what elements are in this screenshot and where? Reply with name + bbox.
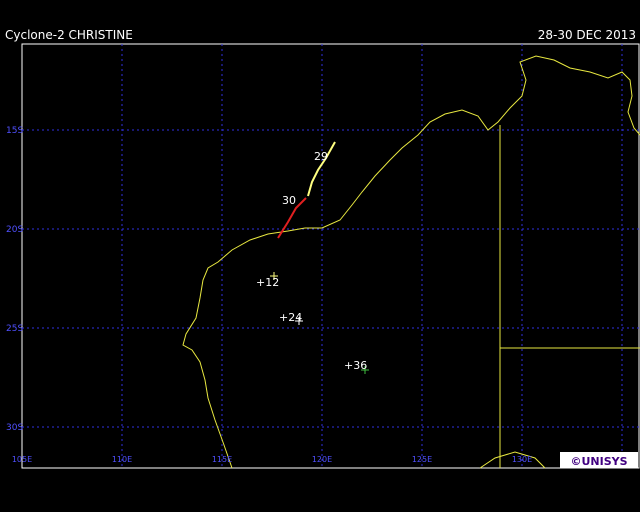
forecast-label: +36: [344, 359, 367, 372]
date: 28-30 DEC 2013: [538, 28, 636, 42]
lat-label: 15S: [6, 126, 23, 136]
lon-label: 125E: [412, 455, 432, 464]
grid: [22, 44, 639, 468]
title: Cyclone-2 CHRISTINE: [5, 28, 133, 42]
credit: ©UNISYS: [570, 455, 627, 468]
lat-label: 30S: [6, 423, 23, 433]
frame: [21, 43, 640, 469]
track-label: 29: [314, 150, 328, 163]
credit-box: [560, 452, 638, 468]
forecast-markers: [270, 272, 369, 374]
forecast-label: +24: [279, 311, 302, 324]
lon-label: 120E: [312, 455, 332, 464]
track-label: 30: [282, 194, 296, 207]
lat-label: 25S: [6, 324, 23, 334]
forecast-label: +12: [256, 276, 279, 289]
lon-label: 105E: [12, 455, 32, 464]
track-recent: [277, 197, 307, 239]
track-past: [307, 141, 336, 197]
lat-label: 20S: [6, 225, 23, 235]
lon-label: 130E: [512, 455, 532, 464]
coastline: [182, 55, 640, 469]
lon-label: 110E: [112, 455, 132, 464]
lon-label: 115E: [212, 455, 232, 464]
